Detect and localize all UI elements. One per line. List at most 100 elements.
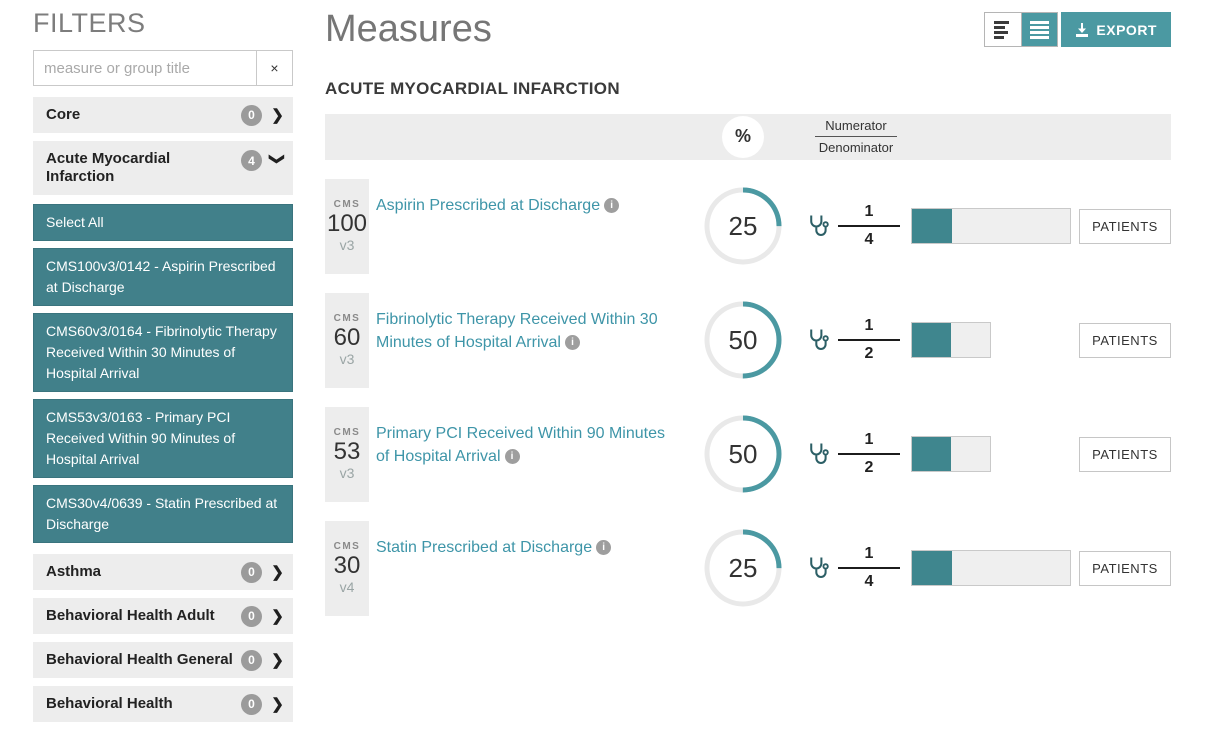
- patients-button[interactable]: PATIENTS: [1079, 550, 1171, 586]
- sidebar-item-acute-myocardial-infarction[interactable]: Acute Myocardial Infarction 4 ❯: [33, 141, 293, 195]
- numerator-header-label: Numerator: [815, 118, 897, 138]
- sidebar-item-asthma[interactable]: Asthma 0 ❯: [33, 554, 293, 590]
- filters-sidebar: FILTERS × Core 0 ❯ Acute Myocardial Infa…: [0, 0, 293, 722]
- stethoscope-icon: [810, 557, 829, 578]
- numerator-denominator: 1 4: [801, 203, 911, 249]
- stethoscope-icon: [810, 215, 829, 236]
- numerator-denominator: 1 4: [801, 545, 911, 591]
- filter-group-list: Core 0 ❯ Acute Myocardial Infarction 4 ❯…: [33, 97, 293, 730]
- measure-title-link[interactable]: Primary PCI Received Within 90 Minutes o…: [376, 424, 665, 465]
- export-button[interactable]: EXPORT: [1061, 12, 1171, 47]
- numerator-value: 1: [838, 317, 900, 342]
- numerator-value: 1: [838, 431, 900, 456]
- count-badge: 0: [241, 561, 262, 583]
- cms-prefix: CMS: [333, 540, 361, 552]
- patients-button[interactable]: PATIENTS: [1079, 208, 1171, 244]
- ratio-bar: [911, 436, 991, 473]
- percent-value: 25: [728, 552, 758, 583]
- cms-version: v4: [339, 579, 355, 596]
- measures-panel: Measures: [293, 0, 1212, 653]
- sidebar-item-behavioral-health-adult[interactable]: Behavioral Health Adult 0 ❯: [33, 598, 293, 634]
- numerator-denominator: 1 2: [801, 317, 911, 363]
- cms-number: 60: [333, 323, 361, 351]
- export-label: EXPORT: [1096, 21, 1157, 38]
- ratio-bar-fill: [912, 323, 951, 358]
- chevron-right-icon: ❯: [271, 608, 284, 625]
- measure-title-link[interactable]: Fibrinolytic Therapy Received Within 30 …: [376, 310, 658, 351]
- denominator-value: 4: [864, 231, 874, 249]
- numerator-denominator-header: Numerator Denominator: [815, 118, 897, 156]
- ratio-bar: [911, 208, 1071, 245]
- percent-donut: 25: [701, 184, 785, 268]
- cms-prefix: CMS: [333, 312, 361, 324]
- cms-id-badge: CMS 100 v3: [325, 178, 369, 274]
- cms-id-badge: CMS 53 v3: [325, 406, 369, 502]
- selected-measure-item[interactable]: CMS100v3/0142 - Aspirin Prescribed at Di…: [33, 248, 293, 306]
- measure-title-link[interactable]: Aspirin Prescribed at Discharge: [376, 196, 601, 214]
- measure-search: ×: [33, 50, 293, 86]
- count-badge: 0: [241, 693, 262, 715]
- measures-table-header: % Numerator Denominator: [325, 113, 1171, 160]
- info-icon[interactable]: i: [596, 539, 612, 555]
- filters-title: FILTERS: [33, 8, 146, 38]
- cms-prefix: CMS: [333, 426, 361, 438]
- group-label: Behavioral Health General: [46, 651, 233, 668]
- info-icon[interactable]: i: [504, 448, 520, 464]
- condensed-list-icon: [993, 21, 1009, 39]
- percent-value: 50: [728, 324, 758, 355]
- chevron-right-icon: ❯: [271, 696, 284, 713]
- detailed-list-view-button[interactable]: [1021, 13, 1058, 46]
- cms-id-badge: CMS 60 v3: [325, 292, 369, 388]
- chevron-right-icon: ❯: [271, 107, 284, 124]
- cms-number: 53: [333, 437, 361, 465]
- cms-version: v3: [339, 237, 355, 254]
- denominator-value: 4: [864, 573, 874, 591]
- patients-button[interactable]: PATIENTS: [1079, 322, 1171, 358]
- ratio-bar-fill: [912, 437, 951, 472]
- ratio-bar: [911, 322, 991, 359]
- ratio-bar: [911, 550, 1071, 587]
- cms-version: v3: [339, 351, 355, 368]
- measure-title-link[interactable]: Statin Prescribed at Discharge: [376, 538, 593, 556]
- cms-number: 30: [333, 551, 361, 579]
- info-icon[interactable]: i: [604, 197, 620, 213]
- cms-version: v3: [339, 465, 355, 482]
- denominator-value: 2: [864, 345, 874, 363]
- selected-measure-item[interactable]: CMS53v3/0163 - Primary PCI Received With…: [33, 399, 293, 478]
- clear-search-button[interactable]: ×: [256, 51, 292, 85]
- chevron-right-icon: ❯: [271, 652, 284, 669]
- measure-row: CMS 60 v3 Fibrinolytic Therapy Received …: [325, 292, 1171, 388]
- group-label: Behavioral Health: [46, 695, 173, 712]
- search-input[interactable]: [34, 51, 256, 85]
- stethoscope-icon: [810, 443, 829, 464]
- selected-measure-item[interactable]: CMS60v3/0164 - Fibrinolytic Therapy Rece…: [33, 313, 293, 392]
- measure-row: CMS 100 v3 Aspirin Prescribed at Dischar…: [325, 178, 1171, 274]
- section-title: ACUTE MYOCARDIAL INFARCTION: [325, 78, 620, 98]
- patients-button[interactable]: PATIENTS: [1079, 436, 1171, 472]
- select-all-item[interactable]: Select All: [33, 204, 293, 241]
- group-label: Behavioral Health Adult: [46, 607, 215, 624]
- sidebar-item-behavioral-health[interactable]: Behavioral Health 0 ❯: [33, 686, 293, 722]
- denominator-header-label: Denominator: [818, 140, 894, 156]
- measure-row: CMS 53 v3 Primary PCI Received Within 90…: [325, 406, 1171, 502]
- toolbar: EXPORT: [984, 12, 1171, 47]
- ratio-bar-fill: [912, 551, 952, 586]
- chevron-down-icon: ❯: [268, 152, 286, 166]
- denominator-value: 2: [864, 459, 874, 477]
- measure-row: CMS 30 v4 Statin Prescribed at Discharge…: [325, 520, 1171, 616]
- selected-measure-item[interactable]: CMS30v4/0639 - Statin Prescribed at Disc…: [33, 485, 293, 543]
- condensed-list-view-button[interactable]: [985, 13, 1022, 46]
- percent-donut: 25: [701, 526, 785, 610]
- page-title: Measures: [325, 8, 492, 50]
- group-label: Acute Myocardial Infarction: [46, 150, 171, 185]
- sidebar-item-behavioral-health-general[interactable]: Behavioral Health General 0 ❯: [33, 642, 293, 678]
- stethoscope-icon: [810, 329, 829, 350]
- percent-donut: 50: [701, 298, 785, 382]
- info-icon[interactable]: i: [564, 334, 580, 350]
- numerator-value: 1: [838, 545, 900, 570]
- count-badge: 0: [241, 605, 262, 627]
- sidebar-item-core[interactable]: Core 0 ❯: [33, 97, 293, 133]
- detailed-list-icon: [1030, 21, 1050, 39]
- chevron-right-icon: ❯: [271, 564, 284, 581]
- numerator-denominator: 1 2: [801, 431, 911, 477]
